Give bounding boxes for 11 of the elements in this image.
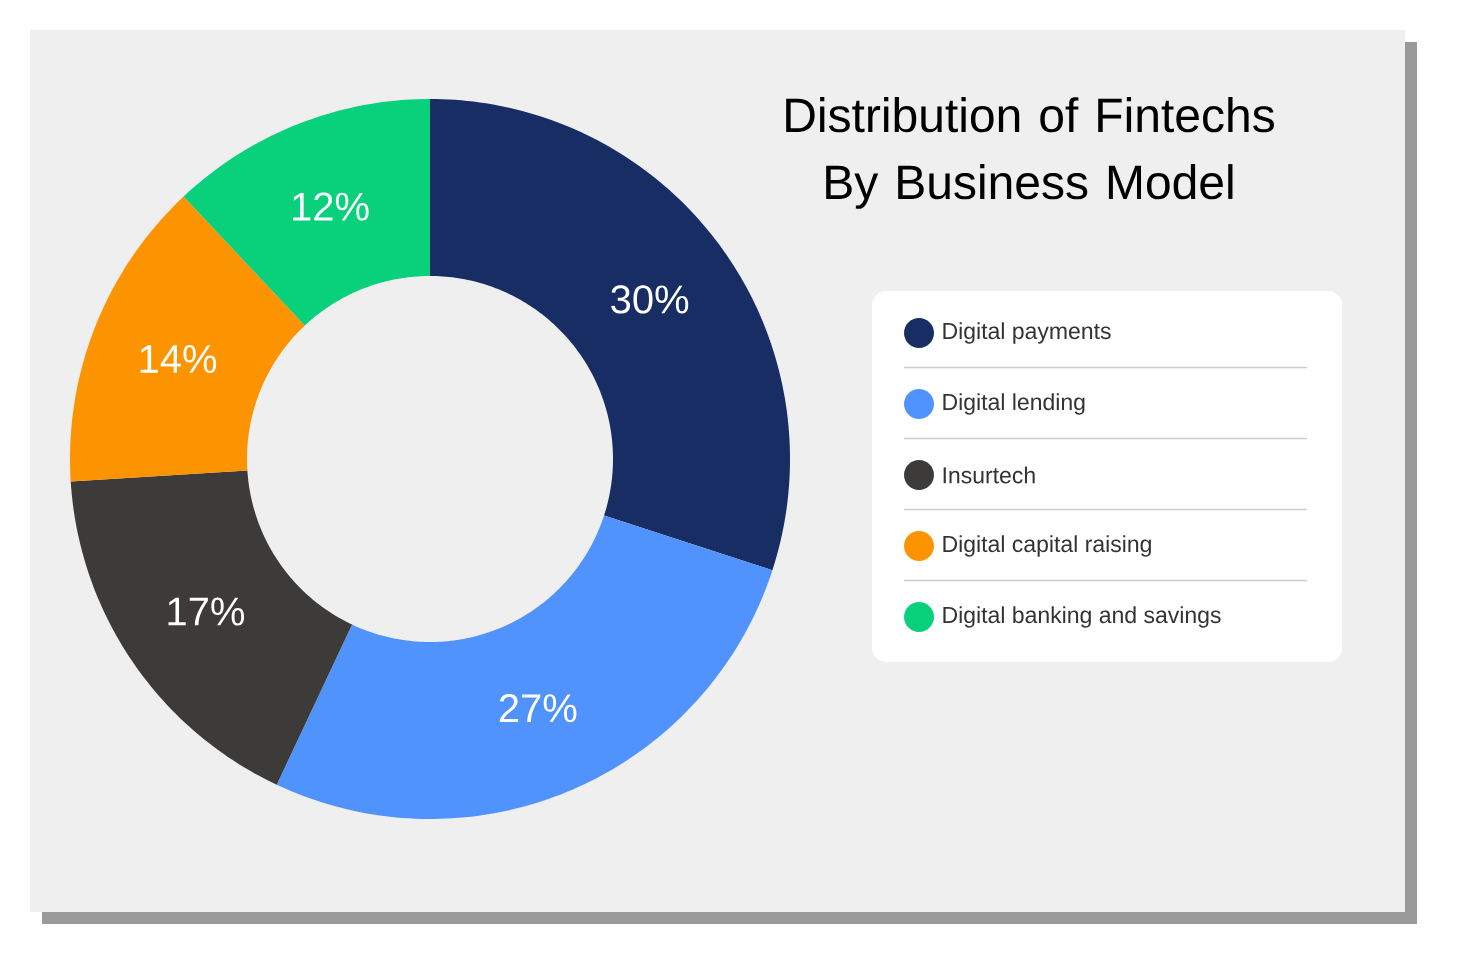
legend-label: Digital payments bbox=[943, 322, 1111, 344]
data-label: 30% bbox=[611, 285, 689, 314]
data-label: 27% bbox=[499, 694, 577, 723]
legend-label: Insurtech bbox=[943, 466, 1035, 484]
text: Distribution of Fintechs By Business Model bbox=[786, 97, 1274, 209]
data-label: 14% bbox=[140, 345, 217, 374]
data-label: 12% bbox=[293, 192, 369, 221]
legend-label: Digital capital raising bbox=[943, 535, 1151, 557]
legend-label: Digital banking and savings bbox=[943, 606, 1221, 628]
legend-label: Digital lending bbox=[943, 393, 1085, 415]
data-label: 17% bbox=[168, 597, 245, 626]
